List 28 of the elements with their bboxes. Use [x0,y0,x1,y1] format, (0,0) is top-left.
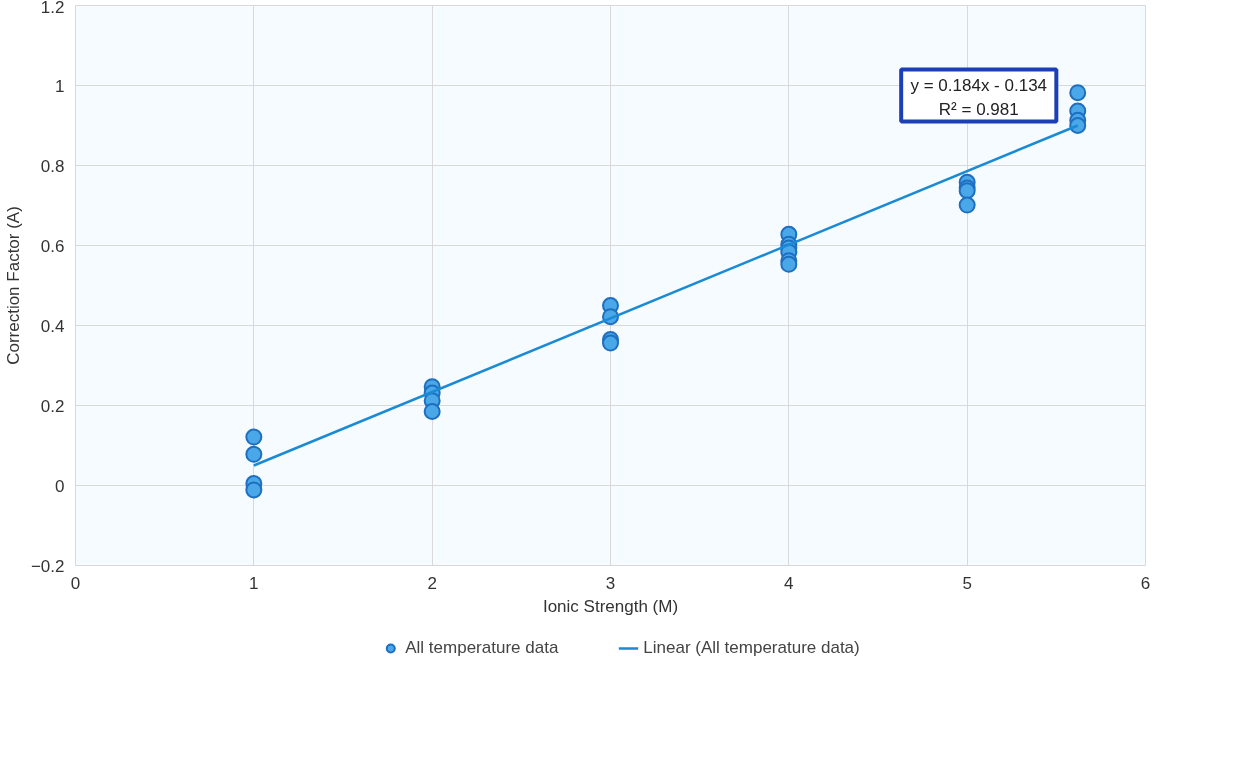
x-axis-title: Ionic Strength (M) [542,596,679,616]
point [423,403,441,420]
annotation: y = 0.184x - 0.134 [910,76,1048,95]
x-tick-label: 2 [427,573,437,593]
legend-label: All temperature data [405,638,559,658]
point [245,481,263,499]
x-tick-label: 3 [605,573,616,593]
y-tick-label: 0.6 [40,236,65,256]
y-tick-label: 1.2 [40,0,65,17]
y-tick-label: 0.8 [40,156,65,176]
point [602,334,619,352]
x-tick-label: 5 [962,573,972,593]
y-tick-label: 1 [55,76,65,96]
annotation: R² = 0.981 [938,100,1019,119]
y-tick-label: 0.4 [40,316,65,336]
x-tick-label: 6 [1140,573,1151,593]
y-tick-label: −0.2 [30,556,65,576]
y-tick-label: 0.2 [40,396,65,416]
y-axis-title: Correction Factor (A) [3,206,23,365]
x-tick-label: 1 [249,573,259,593]
legend-label: Linear (All temperature data) [643,638,860,658]
y-tick-label: 0 [55,476,65,496]
x-tick-label: 0 [70,573,81,593]
point [958,196,976,214]
point [1069,84,1087,102]
x-tick-label: 4 [784,573,794,593]
point [245,428,263,446]
point [245,445,263,463]
